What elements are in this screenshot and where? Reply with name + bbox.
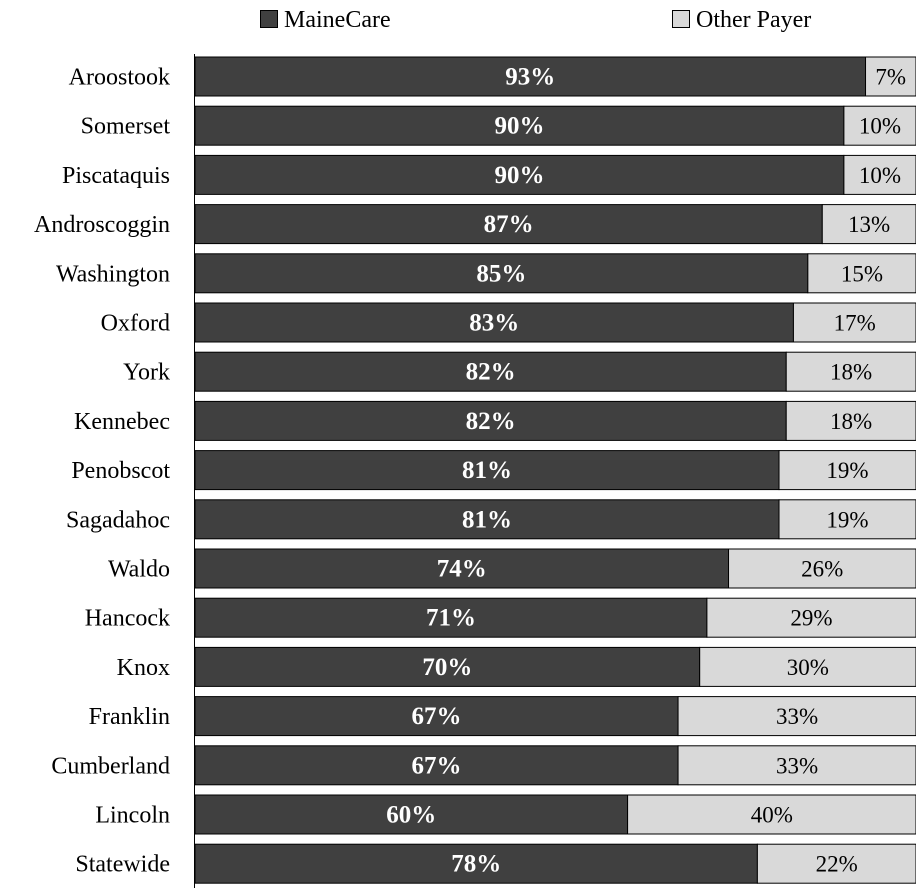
bar-mainecare-sagadahoc [194, 499, 780, 540]
category-label-waldo: Waldo [108, 557, 170, 583]
category-label-york: York [123, 360, 170, 386]
bar-other-payer-oxford [792, 302, 916, 343]
category-label-aroostook: Aroostook [69, 65, 170, 91]
data-label-mainecare-oxford: 83% [469, 310, 519, 337]
legend-swatch-mainecare [260, 10, 278, 28]
data-label-mainecare-lincoln: 60% [386, 802, 436, 829]
bar-other-payer-penobscot [778, 450, 916, 491]
category-label-knox: Knox [117, 655, 170, 681]
legend-label-other-payer: Other Payer [696, 7, 811, 33]
data-label-mainecare-hancock: 71% [426, 605, 476, 632]
legend-swatch-other-payer [672, 10, 690, 28]
bar-mainecare-lincoln [194, 794, 629, 835]
data-label-other-payer-somerset: 10% [859, 114, 901, 139]
category-label-hancock: Hancock [85, 606, 170, 632]
data-label-other-payer-york: 18% [830, 360, 872, 385]
bar-other-payer-york [785, 351, 916, 392]
bar-other-payer-franklin [677, 696, 916, 737]
data-label-mainecare-franklin: 67% [412, 703, 462, 730]
data-label-mainecare-knox: 70% [422, 654, 472, 681]
data-label-mainecare-kennebec: 82% [466, 408, 516, 435]
data-label-other-payer-piscataquis: 10% [859, 163, 901, 188]
bar-other-payer-sagadahoc [778, 499, 916, 540]
data-label-mainecare-washington: 85% [476, 260, 526, 287]
category-label-somerset: Somerset [81, 114, 171, 140]
data-label-mainecare-penobscot: 81% [462, 457, 512, 484]
bar-mainecare-york [194, 351, 787, 392]
category-label-androscoggin: Androscoggin [34, 212, 170, 238]
data-label-mainecare-androscoggin: 87% [484, 211, 534, 238]
data-label-mainecare-york: 82% [466, 359, 516, 386]
bar-other-payer-piscataquis [843, 154, 916, 195]
chart-legend: MaineCare Other Payer [260, 7, 811, 33]
data-label-other-payer-penobscot: 19% [826, 458, 868, 483]
data-label-other-payer-aroostook: 7% [875, 65, 906, 90]
bar-mainecare-waldo [194, 548, 730, 589]
data-label-other-payer-waldo: 26% [801, 557, 843, 582]
bar-other-payer-hancock [706, 597, 916, 638]
bar-other-payer-lincoln [627, 794, 916, 835]
bar-mainecare-knox [194, 646, 701, 687]
category-label-oxford: Oxford [101, 311, 170, 337]
bar-mainecare-oxford [194, 302, 794, 343]
data-label-mainecare-cumberland: 67% [412, 752, 462, 779]
data-label-other-payer-oxford: 17% [834, 311, 876, 336]
bar-mainecare-hancock [194, 597, 708, 638]
bar-other-payer-androscoggin [821, 204, 916, 245]
category-label-kennebec: Kennebec [74, 409, 170, 435]
category-label-washington: Washington [56, 261, 170, 287]
data-label-mainecare-somerset: 90% [494, 113, 544, 140]
category-label-cumberland: Cumberland [51, 753, 170, 779]
legend-label-mainecare: MaineCare [284, 7, 391, 33]
bar-other-payer-cumberland [677, 745, 916, 786]
data-label-other-payer-androscoggin: 13% [848, 212, 890, 237]
data-label-other-payer-franklin: 33% [776, 704, 818, 729]
category-label-lincoln: Lincoln [95, 803, 170, 829]
data-label-mainecare-piscataquis: 90% [494, 162, 544, 189]
data-label-other-payer-kennebec: 18% [830, 409, 872, 434]
data-label-mainecare-waldo: 74% [437, 556, 487, 583]
bar-other-payer-kennebec [785, 400, 916, 441]
data-label-other-payer-cumberland: 33% [776, 753, 818, 778]
category-label-sagadahoc: Sagadahoc [66, 507, 170, 533]
bar-mainecare-kennebec [194, 400, 787, 441]
data-label-other-payer-sagadahoc: 19% [826, 507, 868, 532]
category-label-piscataquis: Piscataquis [62, 163, 170, 189]
data-label-other-payer-statewide: 22% [816, 852, 858, 877]
bar-other-payer-aroostook [865, 56, 916, 97]
data-label-other-payer-hancock: 29% [790, 606, 832, 631]
bar-mainecare-cumberland [194, 745, 679, 786]
bar-mainecare-somerset [194, 105, 845, 146]
bar-other-payer-statewide [756, 843, 916, 884]
category-label-penobscot: Penobscot [71, 458, 170, 484]
bar-mainecare-aroostook [194, 56, 867, 97]
data-label-mainecare-statewide: 78% [451, 851, 501, 878]
bars-group: 93% 7% 90% 10% 90% 10% 87% 13% 85% 15% 83% 17% 82% 18… [194, 56, 916, 884]
data-label-mainecare-aroostook: 93% [505, 64, 555, 91]
bar-other-payer-washington [807, 253, 916, 294]
bar-mainecare-androscoggin [194, 204, 823, 245]
category-label-franklin: Franklin [89, 704, 170, 730]
data-label-other-payer-lincoln: 40% [751, 803, 793, 828]
category-labels: Aroostook Somerset Piscataquis Androscoggin… [34, 65, 170, 878]
category-label-statewide: Statewide [75, 852, 170, 878]
data-label-mainecare-sagadahoc: 81% [462, 506, 512, 533]
bar-mainecare-penobscot [194, 450, 780, 491]
bar-other-payer-waldo [728, 548, 916, 589]
bar-mainecare-statewide [194, 843, 758, 884]
bar-other-payer-somerset [843, 105, 916, 146]
bar-other-payer-knox [699, 646, 916, 687]
data-label-other-payer-knox: 30% [787, 655, 829, 680]
data-label-other-payer-washington: 15% [841, 261, 883, 286]
